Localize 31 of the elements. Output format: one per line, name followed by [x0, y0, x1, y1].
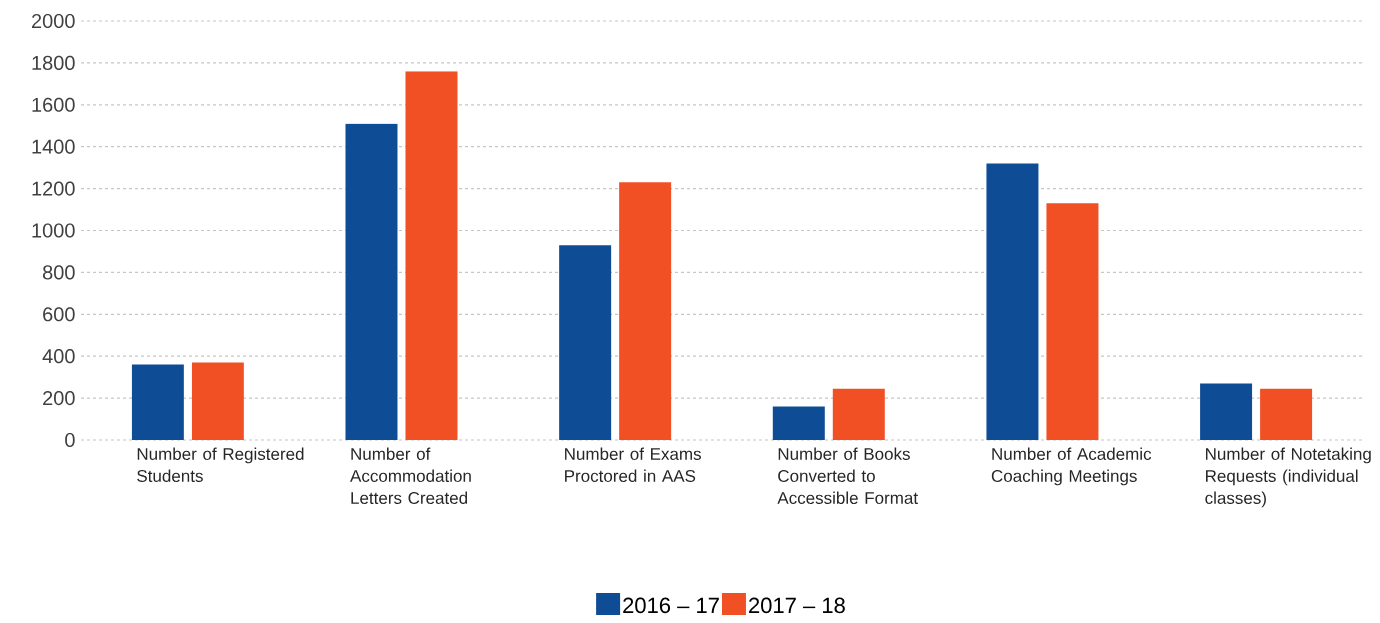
x-tick-label: Number of Academic Coaching Meetings: [991, 447, 1152, 486]
bar: [986, 163, 1039, 440]
bar: [1260, 388, 1313, 440]
y-tick-label: 1800: [32, 55, 75, 70]
y-tick-label: 400: [42, 349, 75, 364]
x-tick-label: Number of Books Converted to Accessible Format: [777, 447, 918, 505]
x-tick-label: Number of Accommodation Letters Created: [350, 447, 471, 505]
bar: [619, 182, 672, 440]
bar: [1046, 203, 1099, 440]
bar: [131, 364, 184, 440]
bar: [191, 362, 244, 440]
y-tick-label: 1400: [32, 139, 75, 154]
y-tick-label: 1000: [32, 223, 75, 238]
x-tick-label: Number of Registered Students: [137, 447, 304, 483]
y-tick-label: 0: [65, 432, 75, 448]
y-tick-label: 1200: [32, 181, 75, 196]
y-tick-label: 800: [42, 265, 75, 280]
x-tick-label: Number of Notetaking Requests (individual classes): [1205, 447, 1371, 508]
bar: [559, 245, 612, 440]
bar: [772, 406, 825, 440]
legend-label: 2017 – 18: [749, 597, 845, 614]
y-tick-label: 1600: [32, 97, 75, 112]
x-tick-label: Number of Exams Proctored in AAS: [565, 447, 701, 483]
bar: [832, 388, 885, 440]
legend-label: 2016 – 17: [623, 597, 719, 614]
y-tick-label: 200: [43, 391, 75, 406]
bar: [1200, 383, 1253, 440]
bar: [345, 123, 398, 440]
y-tick-label: 600: [43, 307, 75, 322]
y-tick-label: 2000: [31, 13, 75, 29]
bar: [405, 71, 458, 440]
